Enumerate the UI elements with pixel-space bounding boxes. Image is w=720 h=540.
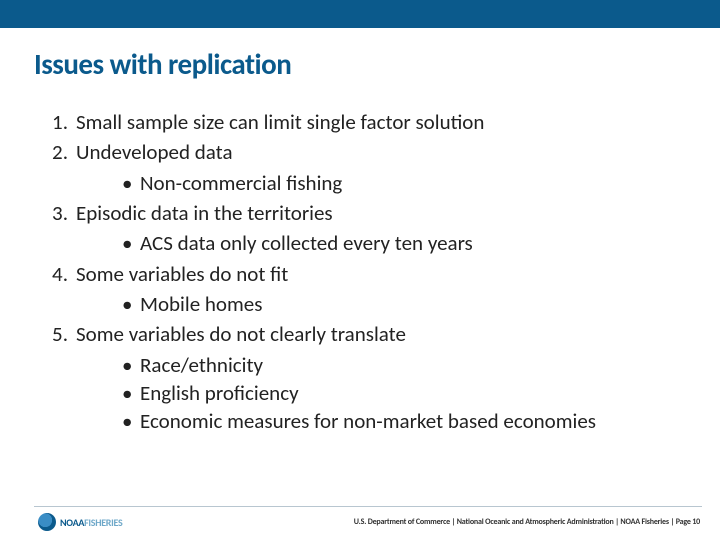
sub-list: Mobile homes	[76, 290, 680, 318]
list-item-text: Undeveloped data	[76, 139, 233, 165]
noaa-seal-icon	[38, 513, 56, 531]
list-item: Undeveloped data Non-commercial fishing	[40, 138, 680, 197]
top-accent-bar	[0, 0, 720, 28]
logo-text: NOAAFISHERIES	[60, 516, 122, 529]
slide-title: Issues with replication	[0, 28, 720, 82]
footer-divider	[34, 506, 702, 507]
sub-list-item: ACS data only collected every ten years	[122, 229, 680, 257]
sub-list-item: Race/ethnicity	[122, 351, 680, 379]
list-item-text: Small sample size can limit single facto…	[76, 109, 484, 135]
footer-logo: NOAAFISHERIES	[38, 513, 122, 531]
list-item-text: Episodic data in the territories	[76, 200, 333, 226]
sub-list: ACS data only collected every ten years	[76, 229, 680, 257]
sub-list-item: English proficiency	[122, 379, 680, 407]
sub-list: Race/ethnicity English proficiency Econo…	[76, 351, 680, 436]
sub-list: Non-commercial fishing	[76, 169, 680, 197]
slide-footer: NOAAFISHERIES U.S. Department of Commerc…	[0, 506, 720, 540]
numbered-list: Small sample size can limit single facto…	[40, 108, 680, 436]
list-item: Small sample size can limit single facto…	[40, 108, 680, 136]
slide-content: Small sample size can limit single facto…	[0, 82, 720, 436]
logo-secondary: FISHERIES	[84, 516, 122, 529]
sub-list-item: Economic measures for non-market based e…	[122, 407, 680, 435]
list-item-text: Some variables do not clearly translate	[76, 321, 406, 347]
footer-attribution: U.S. Department of Commerce | National O…	[354, 517, 700, 527]
list-item-text: Some variables do not fit	[76, 261, 288, 287]
sub-list-item: Mobile homes	[122, 290, 680, 318]
list-item: Episodic data in the territories ACS dat…	[40, 199, 680, 258]
slide: Issues with replication Small sample siz…	[0, 0, 720, 540]
list-item: Some variables do not fit Mobile homes	[40, 260, 680, 319]
sub-list-item: Non-commercial fishing	[122, 169, 680, 197]
list-item: Some variables do not clearly translate …	[40, 320, 680, 435]
logo-primary: NOAA	[60, 516, 84, 529]
